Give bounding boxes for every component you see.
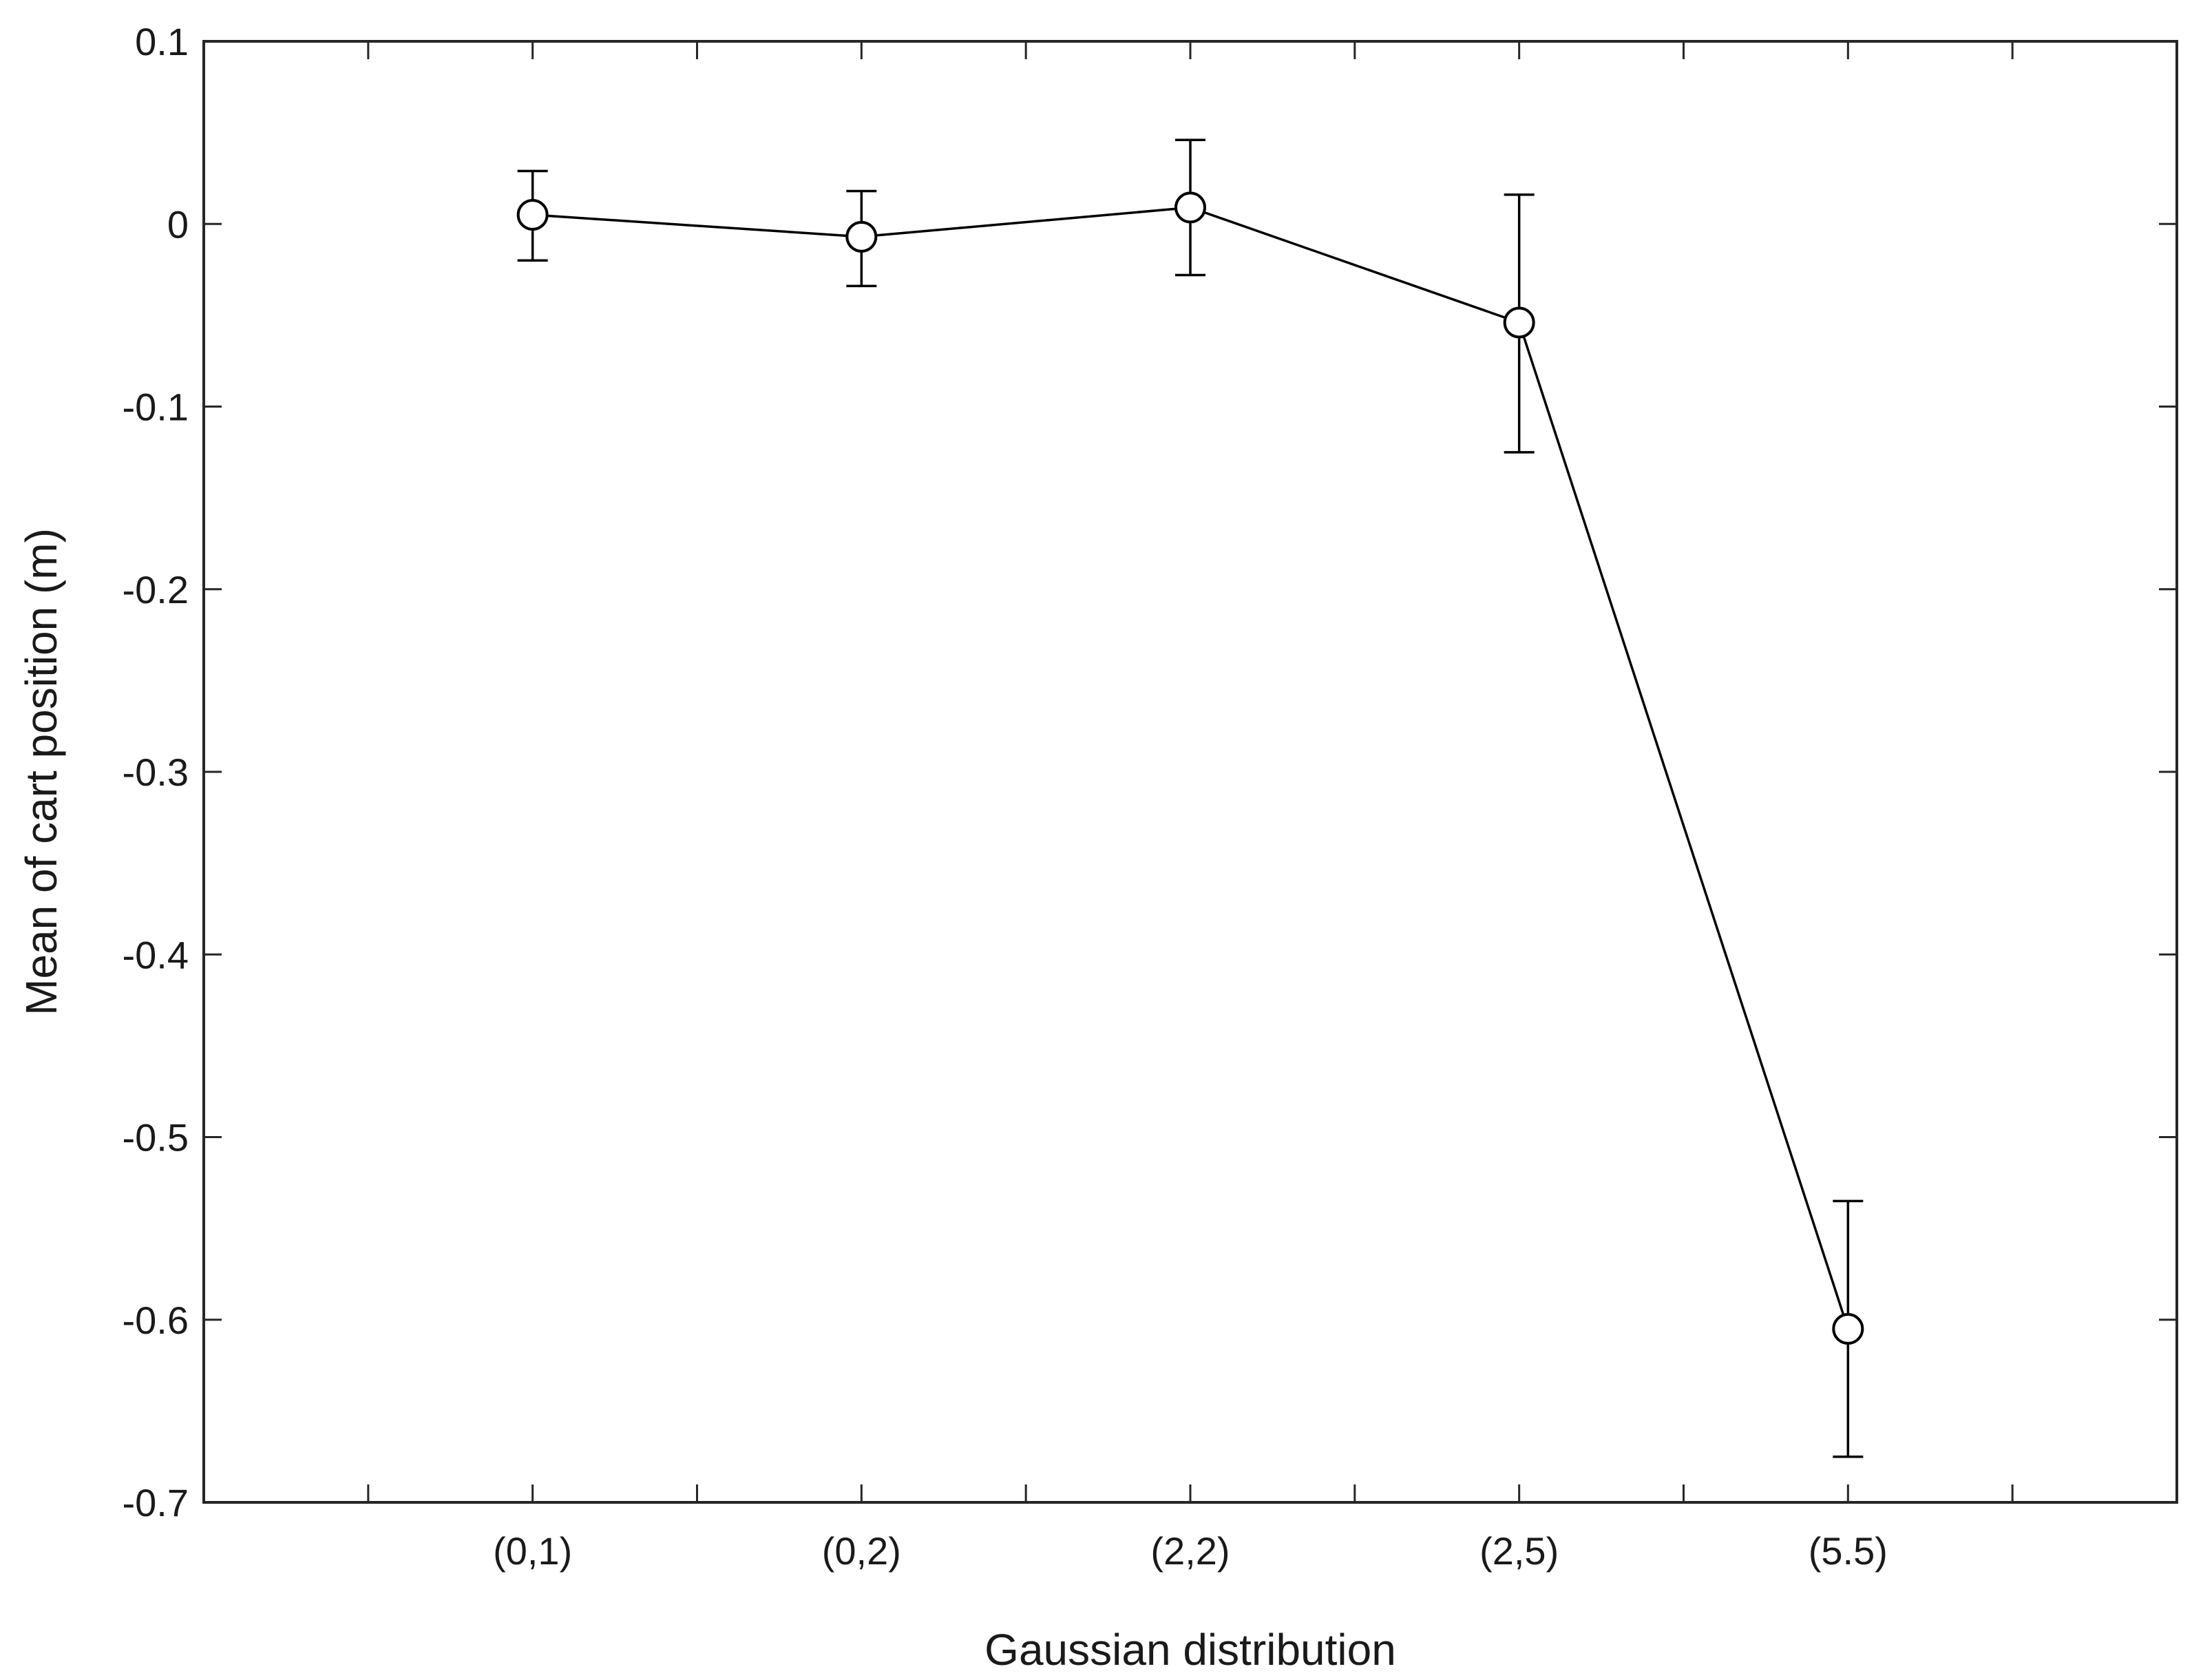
y-tick-label: -0.3 [123,750,189,794]
y-tick-label: -0.1 [123,386,189,429]
x-tick-label: (0,1) [493,1529,572,1573]
y-tick-label: -0.6 [123,1299,189,1342]
x-tick-label: (2,5) [1479,1529,1559,1573]
data-point [516,198,549,231]
y-tick-label: -0.5 [123,1116,189,1159]
data-point [1174,191,1206,224]
x-axis: (0,1) (0,2) (2,2) (2,5) (5.5) [367,41,2014,1573]
series-layer [516,138,1864,1458]
x-tick-label: (0,2) [822,1529,901,1573]
data-point [1503,306,1535,339]
y-tick-label: 0.1 [135,20,189,63]
y-tick-label: -0.7 [123,1481,189,1524]
y-tick-label: -0.2 [123,568,189,611]
data-point [1832,1313,1864,1345]
y-axis-label: Mean of cart position (m) [17,528,66,1016]
x-axis-label: Gaussian distribution [984,1625,1396,1674]
x-tick-label: (2,2) [1150,1529,1230,1573]
data-point [845,220,878,253]
y-tick-label: -0.4 [123,933,189,976]
y-tick-label: 0 [167,202,189,246]
y-axis: 0.1 0 -0.1 -0.2 -0.3 -0.4 -0.5 -0.6 -0.7 [123,20,2177,1524]
x-tick-label: (5.5) [1809,1529,1888,1573]
